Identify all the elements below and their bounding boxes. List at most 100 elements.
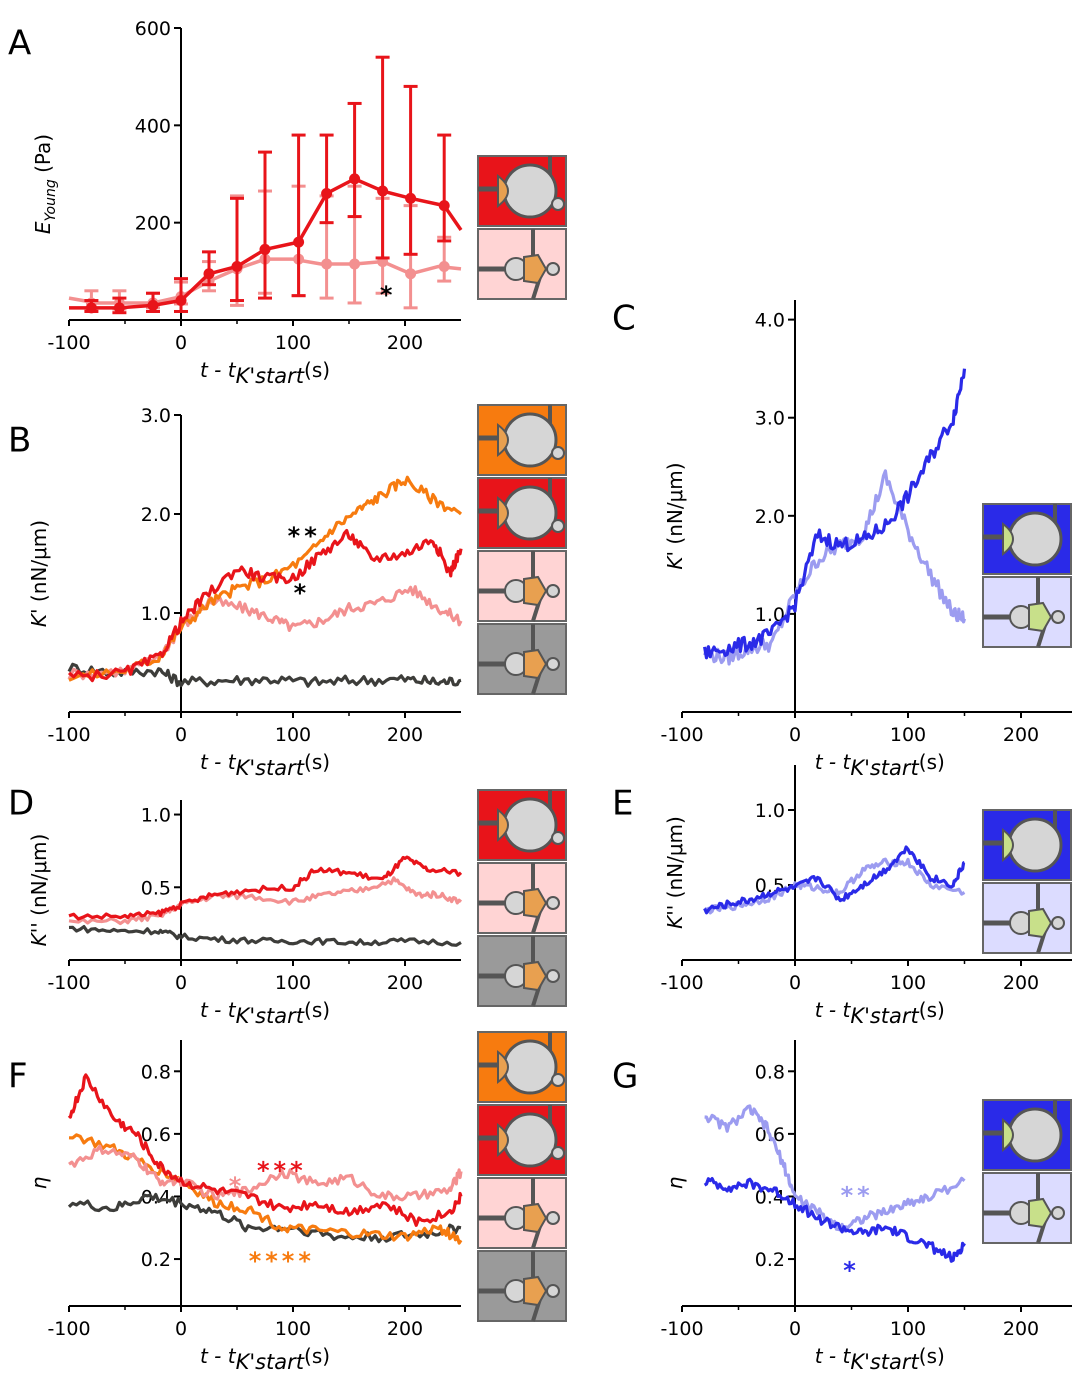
cell-icon (497, 807, 509, 843)
small-bead-icon (551, 197, 565, 211)
series-E-blue (703, 845, 966, 915)
small-bead-icon (551, 519, 565, 533)
x-axis-label-main: t - t (815, 998, 852, 1022)
legend-icon-F-2 (477, 1177, 567, 1249)
legend-icon-D-1 (477, 862, 567, 934)
data-point (321, 258, 333, 270)
legend-icon-G-1 (982, 1172, 1072, 1244)
x-axis-label-unit: (s) (919, 1344, 945, 1368)
cell-icon (523, 1202, 548, 1234)
series-F-orange (68, 1133, 463, 1245)
panel-B: B -100 0 100 200 1.0 2.0 3.0 t - tK'start(s) K' (… (8, 404, 567, 780)
legend-icon-C-0 (982, 503, 1072, 575)
series-line (67, 528, 463, 683)
x-tick-label: 0 (175, 332, 187, 354)
data-point (349, 258, 361, 270)
small-bead-icon (551, 1073, 565, 1087)
bead-icon (1007, 1107, 1063, 1163)
series-line (703, 469, 967, 666)
y-axis-label: K'' (nN/μm) (663, 816, 687, 929)
x-tick-label: -100 (47, 724, 90, 746)
series-line (703, 368, 967, 660)
series-F-pink (68, 1144, 463, 1202)
cell-icon (1028, 1197, 1053, 1229)
significance-star: *** (257, 1156, 307, 1184)
y-axis-label-main: K' (663, 551, 687, 570)
cell-icon (523, 1275, 548, 1307)
x-tick-label: 200 (387, 972, 423, 994)
y-tick-label: 2.0 (755, 506, 785, 528)
significance-star: * (380, 281, 397, 309)
x-tick-label: 200 (1003, 1318, 1039, 1340)
x-axis-label-unit: (s) (304, 998, 330, 1022)
data-point (438, 260, 450, 272)
legend-icon-F-1 (477, 1104, 567, 1176)
legend-icon-G-0 (982, 1099, 1072, 1171)
legend-icon-A-1 (477, 228, 567, 300)
cell-icon (497, 1122, 509, 1158)
y-axis-label-main: η (663, 1176, 687, 1189)
y-axis-label-main: η (27, 1176, 51, 1189)
y-axis-label: K' (nN/μm) (663, 462, 687, 569)
x-tick-label: 100 (275, 332, 311, 354)
x-axis-label: t - tK'start(s) (200, 358, 330, 388)
legend-icon-A-0 (477, 155, 567, 227)
x-tick-label: 200 (1003, 724, 1039, 746)
series-C-blue (703, 368, 967, 660)
y-axis-label: η (663, 1176, 687, 1189)
cell-icon (1002, 521, 1014, 557)
x-axis-label-main: t - t (200, 1344, 237, 1368)
legend-icon-B-3 (477, 623, 567, 695)
y-tick-label: 0.6 (141, 1124, 171, 1146)
panel-letter: B (8, 421, 31, 461)
series-B-red (67, 528, 463, 683)
bead-icon (502, 797, 558, 853)
series-A-red (69, 55, 463, 315)
series-line (703, 845, 966, 915)
y-axis-label-main: K' (27, 608, 51, 627)
significance-star: * (229, 1172, 246, 1200)
y-axis-label-main: K'' (663, 905, 687, 929)
significance-star: ** (841, 1181, 874, 1209)
series-line (68, 855, 463, 921)
x-tick-label: -100 (47, 972, 90, 994)
x-axis-label-sub: K'start (850, 756, 919, 780)
panel-D: D -100 0 100 200 0.5 1.0 t - tK'start(s) K'' (nN… (8, 784, 567, 1028)
data-point (321, 187, 333, 199)
x-axis-label: t - tK'start(s) (815, 750, 945, 780)
significance-star: * (294, 579, 311, 607)
x-axis-label-main: t - t (200, 358, 237, 382)
data-point (377, 185, 389, 197)
x-axis-label-unit: (s) (304, 750, 330, 774)
data-point (405, 268, 417, 280)
data-point (349, 173, 361, 185)
x-axis-label-sub: K'start (236, 756, 305, 780)
y-tick-label: 200 (135, 213, 171, 235)
cell-icon (523, 253, 548, 285)
panel-letter: D (8, 784, 34, 824)
x-axis-label: t - tK'start(s) (200, 998, 330, 1028)
panel-A: A -100 0 100 200 200 400 600 t - tK'start(s) EYou… (8, 18, 567, 388)
small-bead-icon (546, 584, 560, 598)
data-point (405, 192, 417, 204)
x-axis-label-sub: K'start (850, 1350, 919, 1374)
y-axis-label: η (27, 1176, 51, 1189)
cell-icon (1002, 827, 1014, 863)
y-axis-label-unit: (nN/μm) (663, 816, 687, 905)
bead-icon (502, 1039, 558, 1095)
series-line (703, 1177, 966, 1263)
bead-icon (502, 1112, 558, 1168)
small-bead-icon (546, 657, 560, 671)
series-D-gray (68, 925, 462, 947)
panel-letter: G (612, 1057, 638, 1097)
x-tick-label: 200 (387, 332, 423, 354)
series-C-lightblue (703, 469, 967, 666)
x-tick-label: -100 (47, 332, 90, 354)
y-tick-label: 0.8 (755, 1061, 785, 1083)
x-axis-label: t - tK'start(s) (200, 750, 330, 780)
x-axis-label-main: t - t (200, 750, 237, 774)
significance-star: ** (288, 522, 321, 550)
